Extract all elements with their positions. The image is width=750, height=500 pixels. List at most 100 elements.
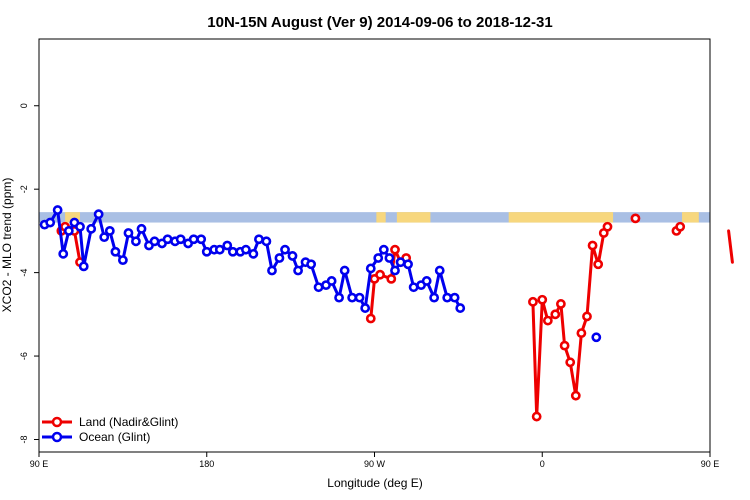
- y-axis-ticks: 0 -2 -4 -6 -8: [19, 103, 39, 444]
- x-tick-label: 90 E: [701, 459, 720, 469]
- ocean-data-point: [63, 225, 74, 236]
- ocean-data-point: [78, 261, 89, 272]
- ocean-data-point: [591, 332, 602, 343]
- ocean-data-point: [196, 234, 207, 245]
- x-axis-label: Longitude (deg E): [327, 476, 422, 490]
- land-data-point: [375, 269, 385, 280]
- ocean-data-point: [86, 223, 97, 234]
- ocean-data-point: [267, 265, 277, 276]
- ocean-data-point: [442, 292, 453, 303]
- land-data-point: [550, 309, 561, 320]
- ocean-data-point: [93, 209, 104, 220]
- land-data-point: [576, 328, 587, 339]
- land-data-point: [537, 294, 548, 305]
- ocean-data-point: [75, 221, 85, 232]
- y-axis-label: XCO2 - MLO trend (ppm): [0, 178, 14, 313]
- ocean-data-point: [52, 205, 63, 215]
- plot-frame: [38, 38, 711, 453]
- background-band: [39, 212, 710, 223]
- ocean-data-point: [287, 251, 298, 261]
- land-band-segment: [65, 212, 81, 223]
- land-data-point: [555, 299, 566, 309]
- land-band-segment: [396, 212, 431, 223]
- ocean-data-point: [175, 234, 186, 245]
- land-data-point: [559, 340, 570, 351]
- ocean-data-point: [201, 246, 212, 257]
- land-band-segment: [376, 212, 386, 223]
- y-tick-label: -4: [19, 269, 29, 277]
- ocean-data-point: [313, 282, 324, 293]
- land-data-point: [675, 221, 686, 232]
- land-band-segment: [682, 212, 699, 223]
- legend: Land (Nadir&Glint) Ocean (Glint): [42, 415, 178, 444]
- land-data-point: [565, 357, 576, 368]
- land-data-point: [528, 296, 538, 307]
- ocean-data-point: [395, 257, 406, 268]
- legend-land-label: Land (Nadir&Glint): [79, 415, 178, 429]
- y-tick-label: -2: [19, 185, 29, 193]
- ocean-data-point: [373, 253, 384, 263]
- ocean-data-point: [136, 223, 147, 234]
- x-tick-label: 0: [540, 459, 545, 469]
- land-series-line: [727, 229, 734, 264]
- ocean-data-point: [227, 246, 238, 257]
- land-data-point: [542, 315, 553, 326]
- ocean-data-point: [110, 246, 121, 257]
- ocean-data-point: [58, 248, 69, 259]
- x-tick-label: 90 W: [364, 459, 386, 469]
- land-series-line: [72, 229, 82, 264]
- ocean-data-point: [360, 303, 371, 313]
- ocean-data-point: [429, 292, 440, 303]
- legend-ocean-marker: [51, 431, 63, 443]
- land-data-point: [582, 311, 592, 322]
- ocean-data-point: [365, 263, 376, 274]
- ocean-data-point: [339, 265, 350, 276]
- ocean-data-point: [117, 255, 128, 266]
- chart-title: 10N-15N August (Ver 9) 2014-09-06 to 201…: [207, 14, 552, 31]
- ocean-data-point: [334, 292, 344, 303]
- ocean-data-point: [347, 292, 358, 303]
- land-data-point: [630, 213, 641, 224]
- x-tick-label: 90 E: [30, 459, 49, 469]
- land-data-point: [587, 240, 598, 251]
- ocean-data-point: [261, 236, 272, 247]
- y-tick-label: -6: [19, 352, 29, 360]
- legend-ocean-label: Ocean (Glint): [79, 430, 150, 444]
- ocean-data-point: [326, 276, 337, 286]
- ocean-data-point: [162, 234, 173, 245]
- ocean-data-point: [421, 276, 432, 286]
- ocean-data-point: [384, 253, 395, 263]
- ocean-data-point: [99, 232, 110, 243]
- ocean-data-point: [408, 282, 419, 293]
- ocean-data-point: [123, 228, 134, 238]
- land-data-point: [602, 221, 613, 232]
- ocean-data-point: [254, 234, 264, 245]
- land-data-point: [365, 313, 376, 324]
- ocean-data-point: [280, 244, 290, 255]
- ocean-band: [39, 212, 710, 223]
- ocean-data-point: [222, 240, 233, 251]
- ocean-data-point: [274, 253, 285, 263]
- y-tick-label: 0: [19, 103, 29, 108]
- ocean-data-point: [240, 244, 251, 255]
- x-axis-ticks: 90 E 180 90 W 0 90 E: [30, 452, 720, 469]
- land-data-point: [570, 390, 581, 401]
- ocean-data-point: [149, 236, 160, 247]
- ocean-data-point: [306, 259, 317, 270]
- land-band-segment: [508, 212, 614, 223]
- ocean-data-point: [449, 292, 460, 303]
- ocean-data-point: [104, 225, 115, 236]
- ocean-data-point: [214, 244, 225, 255]
- ocean-data-point: [434, 265, 445, 276]
- ocean-data-point: [293, 265, 303, 276]
- ocean-data-point: [188, 234, 199, 245]
- x-tick-label: 180: [199, 459, 214, 469]
- ocean-data-point: [131, 236, 141, 247]
- ocean-data-point: [378, 244, 389, 255]
- ocean-data-point: [248, 248, 259, 259]
- y-tick-label: -8: [19, 435, 29, 443]
- ocean-data-point: [45, 217, 56, 228]
- land-data-point: [593, 259, 604, 270]
- land-data-point: [390, 244, 400, 255]
